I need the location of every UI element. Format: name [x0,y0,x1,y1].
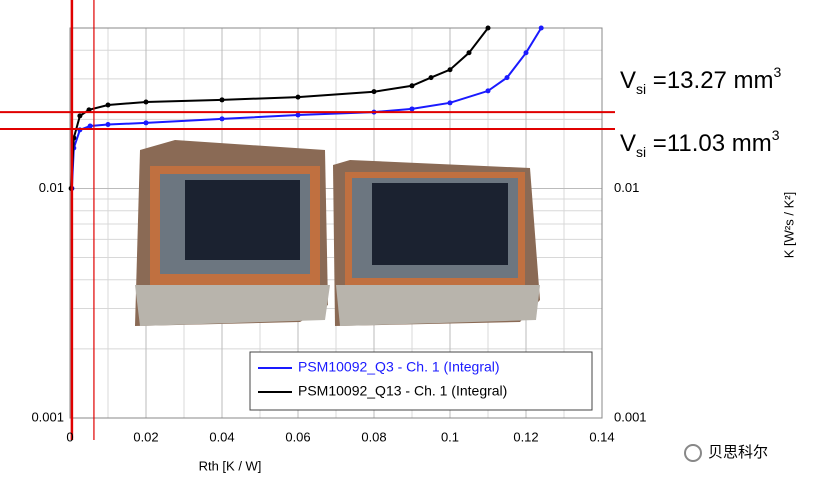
point [447,67,453,73]
point [219,116,225,122]
x-tick-label: 0.12 [513,429,538,444]
x-tick-label: 0.1 [441,429,459,444]
point [143,99,149,105]
x-tick-label: 0.08 [361,429,386,444]
plot-frame [69,27,603,419]
point [447,100,453,106]
point [219,97,225,103]
point [466,50,472,56]
annotation-sub: si [636,144,646,160]
annotation-text: =13.27 mm [646,67,773,94]
y-tick-label: 0.001 [31,409,64,424]
point [485,25,491,31]
point [86,107,92,113]
watermark: 贝思科尔 [684,444,768,462]
x-axis-label: Rth [K / W] [199,458,262,473]
y2-tick-label: 0.01 [614,180,639,195]
point [371,89,377,95]
point [295,112,301,118]
plot-area [0,0,615,440]
x-tick-label: 0 [66,429,73,444]
legend-label: PSM10092_Q3 - Ch. 1 (Integral) [298,359,500,375]
x-tick-label: 0.04 [209,429,234,444]
y2-tick-label: 0.001 [614,409,647,424]
point [143,120,149,126]
legend-box [249,351,593,411]
x-tick-label: 0.14 [589,429,614,444]
x-tick-label: 0.02 [133,429,158,444]
watermark-text: 贝思科尔 [708,444,768,461]
annotation: Vsi =13.27 mm3 [620,64,782,97]
point [105,121,111,127]
annotation-main: V [620,130,636,157]
point [77,113,83,119]
point [523,50,529,56]
point [485,88,491,94]
point [409,83,415,89]
point [87,123,93,129]
annotation-sup: 3 [774,64,782,80]
annotation-sup: 3 [772,127,780,143]
point [538,25,544,31]
annotation: Vsi =11.03 mm3 [620,127,780,160]
y2-axis-label: K [W²s / K²] [781,192,796,258]
y-tick-label: 0.01 [39,180,64,195]
annotation-main: V [620,67,636,94]
point [409,106,415,112]
photo [135,140,540,326]
annotation-sub: si [636,81,646,97]
legend-label: PSM10092_Q13 - Ch. 1 (Integral) [298,383,507,399]
x-tick-label: 0.06 [285,429,310,444]
point [295,94,301,100]
point [428,75,434,81]
legend: PSM10092_Q3 - Ch. 1 (Integral) PSM10092_Q… [249,351,593,411]
point [504,75,510,81]
annotation-text: =11.03 mm [646,130,772,157]
point [105,102,111,108]
